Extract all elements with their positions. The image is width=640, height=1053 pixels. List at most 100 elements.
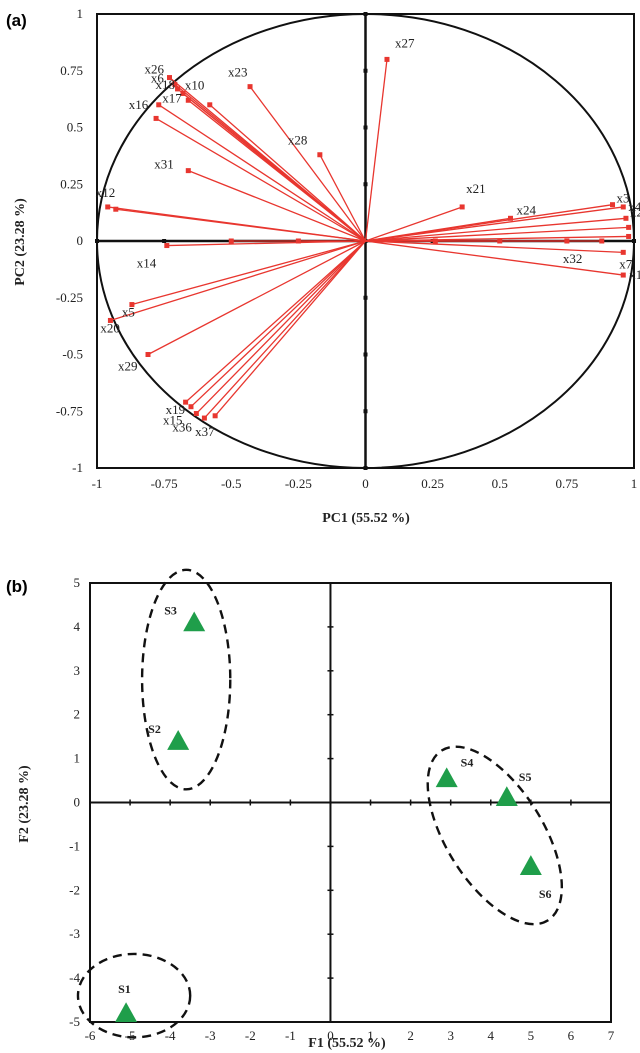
panel-a-x-tick-mark	[162, 239, 167, 243]
loading-label-x27: x27	[395, 35, 415, 50]
loading-label-x29: x29	[118, 359, 138, 374]
panel-a-y-tick-label: -0.5	[62, 347, 83, 362]
panel-b-x-tick-label: 6	[568, 1028, 575, 1043]
panel-a-x-tick-label: 0.5	[492, 476, 508, 491]
loading-label-x31: x31	[154, 157, 174, 172]
loading-label-x36: x36	[172, 420, 192, 435]
score-point-S3	[183, 611, 206, 632]
panel-a-y-tick-label: 0.75	[60, 63, 83, 78]
score-point-S4	[435, 767, 458, 788]
score-point-S6	[519, 855, 542, 875]
panel-b-y-tick-label: 0	[74, 795, 81, 810]
loading-point-x5	[129, 302, 135, 308]
loading-point-x18	[175, 86, 181, 92]
loading-vector-x27	[364, 59, 388, 242]
panel-a-y-tick-mark	[363, 352, 368, 357]
panel-b-x-tick-labels: -6 -5 -4 -3 -2 -1 0 1 2 3 4 5 6 7	[85, 1028, 615, 1043]
panel-a-y-tick-mark	[363, 466, 368, 470]
panel-b-y-tick-label: 2	[74, 707, 81, 722]
panel-b-x-tick-label: 7	[608, 1028, 615, 1043]
loading-label-x19: x19	[166, 402, 186, 417]
loading-vector-x7	[365, 240, 624, 253]
loading-point-x9	[207, 102, 213, 108]
loading-point-x24	[507, 215, 513, 221]
loading-point-x3	[610, 202, 616, 208]
loading-point-x2	[626, 224, 632, 230]
loading-point-x37	[212, 413, 218, 419]
panel-b-letter: (b)	[6, 577, 28, 596]
score-label-S6: S6	[539, 887, 552, 901]
loading-point-x10	[180, 90, 186, 96]
loading-point-x6	[172, 81, 178, 87]
loading-vector-x31	[188, 170, 366, 242]
panel-a-x-tick-mark	[632, 239, 636, 243]
loading-label-x21: x21	[466, 181, 486, 196]
panel-b-x-tick-label: 3	[447, 1028, 454, 1043]
loading-label-x4: x4	[628, 199, 640, 214]
score-label-S3: S3	[164, 604, 177, 618]
panel-a-y-tick-mark	[363, 182, 368, 187]
loading-vector-x29	[147, 240, 366, 356]
panel-b-x-tick-label: -4	[165, 1028, 176, 1043]
panel-a-x-axis-title: PC1 (55.52 %)	[322, 511, 410, 526]
panel-a-x-tick-label: 0	[362, 476, 369, 491]
panel-a-y-tick-label: 1	[77, 6, 84, 21]
loading-vector-x37	[214, 240, 366, 417]
panel-b-x-tick-label: -6	[85, 1028, 96, 1043]
group-ellipse-3	[76, 952, 192, 1039]
group-ellipse-2	[426, 745, 564, 926]
panel-a-x-tick-label: -0.5	[221, 476, 242, 491]
loading-point-x33	[599, 238, 605, 244]
panel-a-y-tick-label: 0	[77, 233, 84, 248]
panel-b-y-tick-label: 3	[74, 663, 81, 678]
loading-vector-x25	[365, 217, 627, 242]
panel-a-y-tick-label: -0.75	[56, 403, 83, 418]
panel-b-y-tick-label: -4	[69, 970, 80, 985]
loading-point-x17	[185, 97, 191, 103]
panel-a-y-tick-label: -0.25	[56, 290, 83, 305]
loading-point-x4	[620, 204, 626, 210]
loading-label-x17: x17	[162, 90, 182, 105]
panel-a-vectors	[105, 56, 632, 421]
loading-point-x30	[432, 238, 438, 244]
panel-b-y-tick-label: -1	[69, 838, 80, 853]
panel-a-x-tick-label: -1	[92, 476, 103, 491]
score-label-S5: S5	[519, 770, 532, 784]
loading-label-x7: x7	[619, 256, 633, 271]
panel-b-x-tick-label: -3	[205, 1028, 216, 1043]
loading-label-x24: x24	[516, 202, 536, 217]
loading-label-x16: x16	[129, 97, 149, 112]
score-label-S2: S2	[148, 722, 161, 736]
score-label-S4: S4	[461, 755, 474, 769]
panel-a-x-tick-labels: -1 -0.75 -0.5 -0.25 0 0.25 0.5 0.75 1	[92, 476, 638, 491]
panel-b-y-tick-label: 4	[74, 619, 81, 634]
loading-vector-x16	[158, 104, 366, 242]
panel-a-x-tick-label: -0.25	[285, 476, 312, 491]
loading-label-x37: x37	[195, 424, 215, 439]
loading-vector-x1	[365, 240, 624, 276]
loading-point-x13	[113, 206, 119, 212]
loading-point-x7	[620, 249, 626, 255]
loading-point-x28	[317, 152, 323, 158]
loading-point-x12	[105, 204, 111, 210]
loading-point-x8	[153, 115, 159, 121]
loading-vector-x8	[155, 117, 366, 242]
panel-a-y-tick-mark	[363, 409, 368, 414]
loading-vector-x34b	[203, 240, 366, 419]
group-ellipse-1	[140, 568, 232, 791]
loading-label-x10: x10	[185, 77, 205, 92]
panel-b-y-tick-label: 5	[74, 575, 81, 590]
panel-a-y-tick-mark	[363, 12, 368, 16]
panel-a-y-tick-label: -1	[72, 460, 83, 475]
panel-a-y-tick-label: 0.5	[67, 120, 83, 135]
loading-label-x26: x26	[144, 62, 164, 77]
loading-vector-x21	[365, 206, 463, 242]
panel-b-x-tick-label: 4	[488, 1028, 495, 1043]
panel-a-x-tick-label: 0.75	[556, 476, 579, 491]
loading-vector-x19	[185, 240, 366, 403]
panel-b-x-tick-label: 1	[367, 1028, 374, 1043]
panel-b-y-axis-title: F2 (23.28 %)	[17, 765, 32, 843]
loading-point-x31	[185, 168, 191, 174]
loading-label-x25: x25	[630, 204, 640, 219]
